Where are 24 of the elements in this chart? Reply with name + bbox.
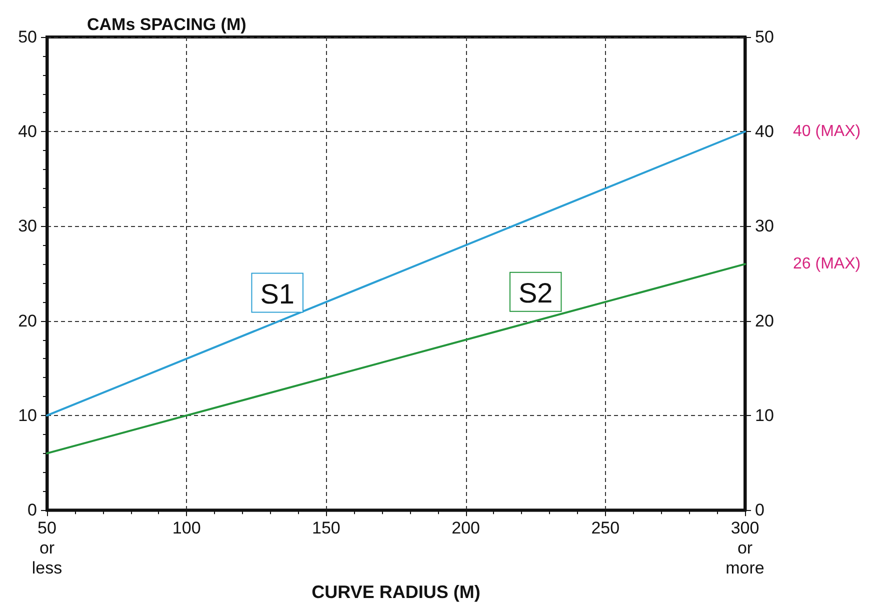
annotation: 26 (MAX) xyxy=(793,256,861,273)
x-tick-label: 200 xyxy=(452,518,480,538)
x-tick-label: 300 or more xyxy=(726,518,764,578)
y2-tick-label: 0 xyxy=(755,500,764,520)
series-label: S2 xyxy=(518,277,553,308)
y2-tick-label: 50 xyxy=(755,28,774,46)
annotation: 40 (MAX) xyxy=(793,123,861,140)
x-tick-label: 50 or less xyxy=(32,518,62,578)
x-tick-label: 100 xyxy=(172,518,201,538)
x-axis-title: CURVE RADIUS (M) xyxy=(312,582,480,602)
x-tick-label: 250 xyxy=(591,518,620,538)
series-label: S1 xyxy=(260,278,294,310)
x-tick-label: 150 xyxy=(312,518,340,538)
y2-tick-label: 30 xyxy=(755,216,774,236)
y-tick-label: 50 xyxy=(18,28,37,46)
y2-tick-label: 10 xyxy=(755,406,774,425)
y-tick-label: 30 xyxy=(18,216,37,236)
y-tick-label: 20 xyxy=(18,311,37,330)
y-tick-label: 0 xyxy=(28,500,37,520)
y2-tick-label: 20 xyxy=(755,311,774,330)
y2-tick-label: 40 xyxy=(755,122,774,142)
y-axis-title: CAMs SPACING (M) xyxy=(87,15,246,34)
y-tick-label: 40 xyxy=(18,122,37,142)
y-tick-label: 10 xyxy=(18,406,37,425)
